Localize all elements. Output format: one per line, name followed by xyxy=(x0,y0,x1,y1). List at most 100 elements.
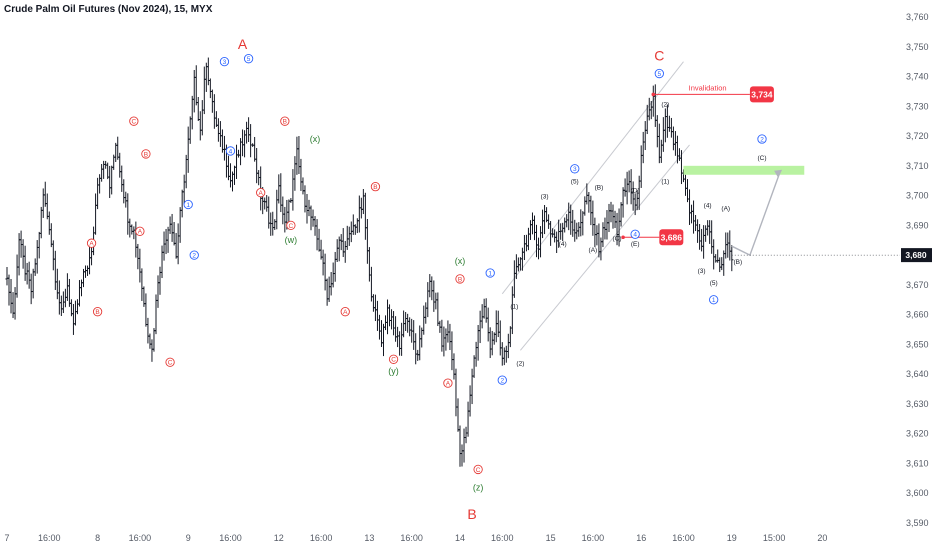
ohlc-bar xyxy=(234,144,239,179)
ohlc-bar xyxy=(542,205,547,235)
ohlc-bar xyxy=(605,210,609,240)
ohlc-bar xyxy=(530,212,535,235)
ohlc-bar xyxy=(341,228,345,258)
ohlc-bar xyxy=(393,316,398,342)
y-tick-label: 3,690 xyxy=(906,220,929,230)
wave-label: B xyxy=(283,119,287,126)
ohlc-bar xyxy=(146,317,150,344)
wave-label: (B) xyxy=(595,185,604,192)
wave-label: 2 xyxy=(192,253,196,260)
y-tick-label: 3,730 xyxy=(906,101,929,111)
ohlc-bar xyxy=(462,428,466,463)
ohlc-bar xyxy=(188,116,192,144)
ohlc-bar xyxy=(436,292,440,327)
ohlc-bar xyxy=(85,265,90,276)
chart-title: Crude Palm Oil Futures (Nov 2024), 15, M… xyxy=(4,4,213,15)
x-tick-label: 8 xyxy=(95,533,100,543)
wave-circle xyxy=(630,229,640,239)
ohlc-bar xyxy=(59,295,63,317)
wave-label: (x) xyxy=(310,134,321,144)
ohlc-bar xyxy=(726,232,730,258)
ohlc-bar xyxy=(416,349,420,361)
ohlc-bar xyxy=(202,66,206,115)
ohlc-bar xyxy=(311,209,315,227)
ohlc-bar xyxy=(158,266,162,295)
ohlc-bar xyxy=(301,177,305,195)
wave-circle xyxy=(86,238,97,248)
wave-label: (A) xyxy=(721,205,730,212)
ohlc-bar xyxy=(267,196,271,229)
wave-label: (C) xyxy=(613,235,622,242)
ohlc-bar xyxy=(136,243,140,270)
ohlc-bar xyxy=(700,228,704,252)
wave-label: (y) xyxy=(388,366,399,376)
ohlc-bar xyxy=(440,319,444,352)
ohlc-bar xyxy=(180,189,184,218)
wave-circle xyxy=(243,54,254,64)
wave-label: B xyxy=(144,151,148,158)
ohlc-bar xyxy=(323,253,327,291)
ohlc-bar xyxy=(488,327,492,359)
ohlc-bar xyxy=(287,199,291,222)
ohlc-bar xyxy=(140,268,144,301)
wave-circle xyxy=(256,187,266,198)
ohlc-bar xyxy=(353,224,357,235)
ohlc-bar xyxy=(671,126,676,151)
last-price-value: 3,680 xyxy=(905,250,927,260)
wave-circle xyxy=(757,134,767,144)
ohlc-bar xyxy=(546,214,551,229)
ohlc-bar xyxy=(198,111,202,141)
wave-label: (5) xyxy=(710,280,718,287)
y-tick-label: 3,740 xyxy=(906,72,929,82)
ohlc-bar xyxy=(325,278,329,306)
ohlc-bar xyxy=(581,211,585,236)
ohlc-bar xyxy=(33,258,37,276)
wave-circle xyxy=(654,68,664,79)
x-tick-label: 13 xyxy=(364,533,374,543)
ohlc-bar xyxy=(333,251,337,282)
ohlc-bar xyxy=(663,108,667,143)
ohlc-bar xyxy=(63,288,67,308)
ohlc-bar xyxy=(504,345,508,363)
x-tick-label: 16:00 xyxy=(400,533,423,543)
wave-label: C xyxy=(476,467,481,474)
ohlc-bar xyxy=(361,188,365,215)
ohlc-bar xyxy=(176,223,180,265)
ohlc-bar xyxy=(281,196,285,225)
ohlc-bar xyxy=(9,279,13,314)
ohlc-bar xyxy=(391,311,396,336)
ohlc-bar xyxy=(13,287,17,320)
ohlc-bar xyxy=(144,293,148,327)
x-tick-label: 20 xyxy=(817,533,827,543)
price-bars xyxy=(5,57,734,467)
ohlc-bar xyxy=(583,196,587,216)
ohlc-bar xyxy=(498,320,502,356)
ohlc-bar xyxy=(172,221,176,246)
x-tick-label: 16:00 xyxy=(672,533,695,543)
x-tick-label: 16:00 xyxy=(310,533,333,543)
ohlc-bar xyxy=(194,65,198,106)
target-zone xyxy=(683,165,805,175)
ohlc-bar xyxy=(412,320,416,350)
y-tick-label: 3,700 xyxy=(906,191,929,201)
ohlc-bar xyxy=(551,228,555,238)
ohlc-bar xyxy=(178,207,182,243)
y-tick-label: 3,760 xyxy=(906,12,929,22)
y-axis: 3,760 3,750 3,740 3,730 3,720 3,710 3,700 3,690… xyxy=(731,12,932,528)
ohlc-bar xyxy=(683,174,688,196)
ohlc-bar xyxy=(381,323,386,357)
wave-circle xyxy=(497,375,507,385)
ohlc-bar xyxy=(667,115,671,132)
ohlc-bar xyxy=(587,192,591,213)
ohlc-bar xyxy=(196,96,200,122)
ohlc-bar xyxy=(591,200,595,236)
wave-label-C: C xyxy=(654,48,664,64)
ohlc-bar xyxy=(93,193,98,235)
ohlc-bar xyxy=(5,266,9,286)
wave-label: 3 xyxy=(573,166,577,173)
ohlc-bar xyxy=(96,177,100,210)
ohlc-bar xyxy=(214,111,218,127)
ohlc-bar xyxy=(395,326,400,348)
x-tick-label: 7 xyxy=(4,533,9,543)
